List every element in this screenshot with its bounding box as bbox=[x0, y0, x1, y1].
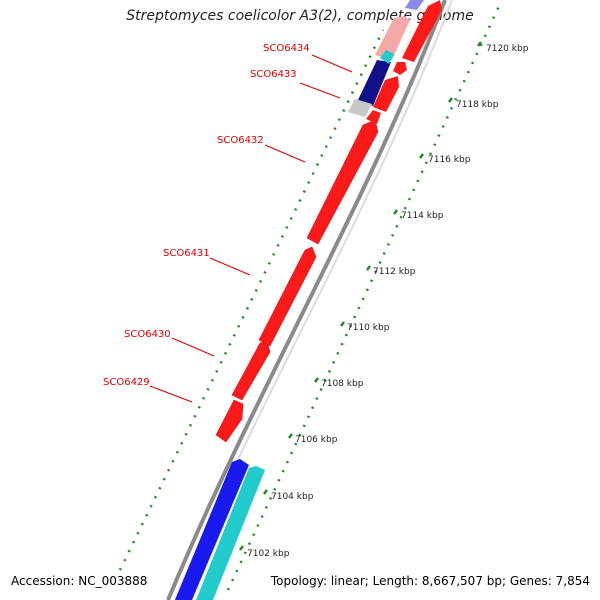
kbp-ticks bbox=[239, 41, 482, 551]
outer-tick-arc bbox=[118, 29, 385, 571]
gene-sco6434-fwd[interactable] bbox=[393, 62, 407, 75]
kbp-label-7110: 7110 kbp bbox=[347, 323, 390, 333]
gene-blue-large[interactable] bbox=[175, 459, 249, 600]
kbp-label-7108: 7108 kbp bbox=[321, 379, 364, 389]
gene-label-sco6432[interactable]: SCO6432 bbox=[217, 135, 264, 146]
genome-backbone bbox=[166, 0, 447, 600]
gene-label-sco6430[interactable]: SCO6430 bbox=[124, 329, 171, 340]
topology-label: Topology: linear; Length: 8,667,507 bp; … bbox=[268, 574, 592, 588]
kbp-label-7112: 7112 kbp bbox=[373, 267, 416, 277]
kbp-label-group: 7102 kbp 7104 kbp 7106 kbp 7108 kbp 7110… bbox=[247, 44, 529, 559]
gene-small-1[interactable] bbox=[366, 110, 381, 124]
gene-label-sco6434[interactable]: SCO6434 bbox=[263, 43, 310, 54]
kbp-label-7114: 7114 kbp bbox=[401, 211, 444, 221]
kbp-label-7102: 7102 kbp bbox=[247, 549, 290, 559]
kbp-label-7116: 7116 kbp bbox=[428, 155, 471, 165]
gene-sco6432[interactable] bbox=[306, 119, 379, 245]
gene-sco6433[interactable] bbox=[358, 60, 391, 106]
map-title: Streptomyces coelicolor A3(2), complete … bbox=[126, 8, 474, 24]
forward-genes bbox=[215, 0, 442, 443]
gene-label-group: SCO6434 SCO6433 SCO6432 SCO6431 SCO6430 … bbox=[103, 43, 310, 388]
gene-small-2[interactable] bbox=[373, 76, 399, 112]
gene-label-sco6433[interactable]: SCO6433 bbox=[250, 69, 297, 80]
gene-gray[interactable] bbox=[348, 99, 372, 117]
gene-top-red[interactable] bbox=[402, 0, 442, 62]
gene-cyan-small[interactable] bbox=[380, 50, 394, 64]
gene-top-pink[interactable] bbox=[375, 16, 410, 60]
gene-sco6430[interactable] bbox=[231, 340, 271, 401]
accession-label: Accession: NC_003888 bbox=[9, 574, 150, 588]
gene-sco6429[interactable] bbox=[215, 399, 244, 443]
kbp-label-7118: 7118 kbp bbox=[456, 100, 499, 110]
gene-label-sco6431[interactable]: SCO6431 bbox=[163, 248, 210, 259]
gene-leaders bbox=[149, 54, 353, 403]
gene-cyan-large[interactable] bbox=[196, 466, 265, 600]
gene-top-purple[interactable] bbox=[405, 0, 424, 10]
gene-label-sco6429[interactable]: SCO6429 bbox=[103, 377, 150, 388]
kbp-label-7104: 7104 kbp bbox=[271, 492, 314, 502]
kbp-label-7106: 7106 kbp bbox=[295, 435, 338, 445]
kbp-label-7120: 7120 kbp bbox=[486, 44, 529, 54]
gene-sco6431[interactable] bbox=[258, 246, 317, 347]
